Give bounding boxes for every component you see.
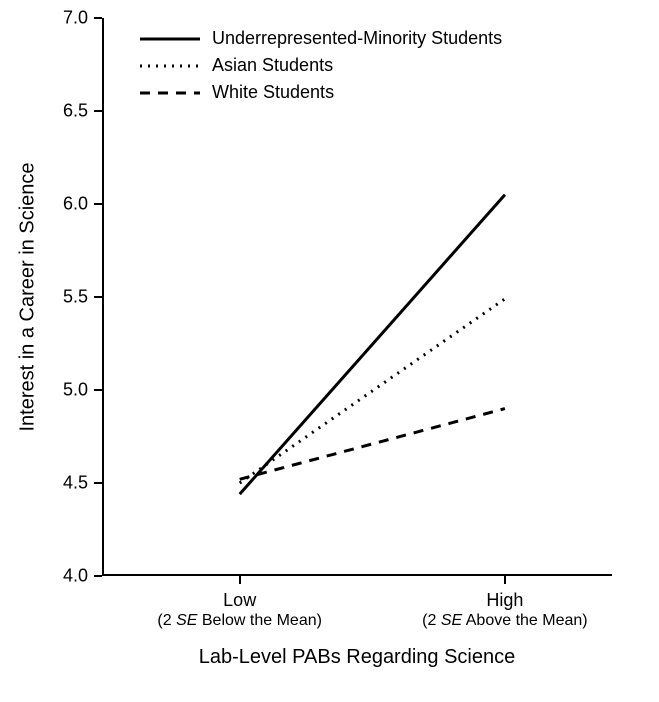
- series-line: [240, 409, 505, 480]
- legend-row: Asian Students: [140, 55, 502, 76]
- legend-label: Underrepresented-Minority Students: [212, 28, 502, 49]
- y-tick: [94, 575, 102, 577]
- x-tick: [239, 576, 241, 584]
- legend-label: White Students: [212, 82, 334, 103]
- x-tick-label: High: [486, 590, 523, 611]
- x-tick: [504, 576, 506, 584]
- y-tick-label: 6.5: [0, 101, 88, 122]
- y-tick-label: 4.0: [0, 566, 88, 587]
- legend: Underrepresented-Minority Students Asian …: [140, 28, 502, 109]
- legend-row: Underrepresented-Minority Students: [140, 28, 502, 49]
- legend-label: Asian Students: [212, 55, 333, 76]
- x-tick-sublabel: (2 SE Below the Mean): [157, 612, 322, 630]
- y-tick: [94, 17, 102, 19]
- y-tick: [94, 389, 102, 391]
- x-axis-title: Lab-Level PABs Regarding Science: [199, 646, 515, 669]
- y-tick-label: 6.0: [0, 194, 88, 215]
- x-tick-sublabel: (2 SE Above the Mean): [422, 612, 587, 630]
- y-tick-label: 4.5: [0, 473, 88, 494]
- legend-swatch: [140, 56, 200, 76]
- legend-swatch: [140, 83, 200, 103]
- y-tick-label: 7.0: [0, 8, 88, 29]
- y-tick: [94, 482, 102, 484]
- y-tick: [94, 110, 102, 112]
- legend-row: White Students: [140, 82, 502, 103]
- chart-container: Underrepresented-Minority Students Asian …: [0, 0, 659, 702]
- y-tick-label: 5.5: [0, 287, 88, 308]
- y-tick: [94, 203, 102, 205]
- y-tick-label: 5.0: [0, 380, 88, 401]
- x-tick-label: Low: [223, 590, 256, 611]
- series-line: [240, 195, 505, 494]
- legend-swatch: [140, 29, 200, 49]
- y-tick: [94, 296, 102, 298]
- series-line: [240, 299, 505, 483]
